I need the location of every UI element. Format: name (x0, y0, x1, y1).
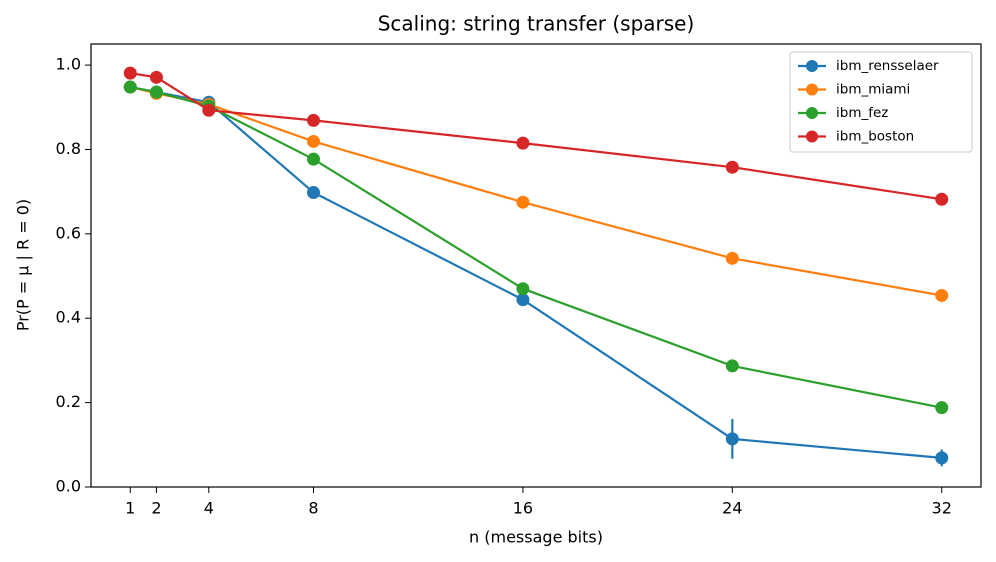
legend-box (789, 51, 973, 153)
data-point (935, 288, 949, 302)
data-point (307, 134, 320, 148)
data-point (149, 85, 163, 99)
x-tick-label: 24 (722, 499, 742, 518)
y-tick-label: 0.0 (56, 477, 81, 496)
legend: ibm_rensselaer ibm_miami ibm_fez ibm_boston (789, 51, 973, 153)
legend-label: ibm_boston (836, 129, 914, 145)
legend-label: ibm_fez (836, 105, 888, 121)
x-tick-label: 32 (932, 499, 952, 518)
legend-marker (806, 130, 818, 143)
x-tick-label: 16 (513, 499, 533, 518)
x-tick-label: 1 (125, 499, 135, 518)
data-point (307, 113, 320, 127)
y-tick-label: 1.0 (56, 55, 81, 74)
data-point (516, 136, 530, 150)
data-point (725, 251, 739, 265)
data-point (516, 282, 530, 296)
data-point (123, 80, 137, 94)
legend-marker (806, 83, 818, 96)
plot-frame (90, 43, 982, 488)
data-point (307, 152, 320, 166)
data-point (935, 401, 949, 415)
data-point (725, 432, 739, 446)
chart-title: Scaling: string transfer (sparse) (378, 12, 695, 36)
y-axis-label: Pr(P = μ | R = 0) (14, 199, 33, 331)
y-tick-label: 0.2 (56, 392, 81, 411)
y-tick-label: 0.4 (56, 308, 81, 327)
data-point (725, 160, 739, 174)
y-tick-label: 0.8 (56, 139, 81, 158)
x-tick-label: 8 (308, 499, 318, 518)
data-point (935, 192, 949, 206)
legend-marker (806, 107, 818, 119)
data-point (307, 186, 320, 200)
data-point (202, 103, 216, 117)
legend-label: ibm_rensselaer (836, 58, 939, 74)
x-axis-label: n (message bits) (469, 528, 603, 547)
y-tick-label: 0.6 (56, 223, 81, 242)
x-tick-label: 4 (204, 499, 214, 518)
data-point (123, 66, 137, 80)
data-point (725, 359, 739, 373)
x-tick-label: 2 (151, 499, 161, 518)
legend-label: ibm_miami (836, 82, 910, 98)
data-point (935, 451, 949, 465)
data-point (516, 293, 530, 307)
legend-marker (806, 60, 818, 72)
data-point (516, 195, 530, 209)
data-point (149, 70, 163, 84)
